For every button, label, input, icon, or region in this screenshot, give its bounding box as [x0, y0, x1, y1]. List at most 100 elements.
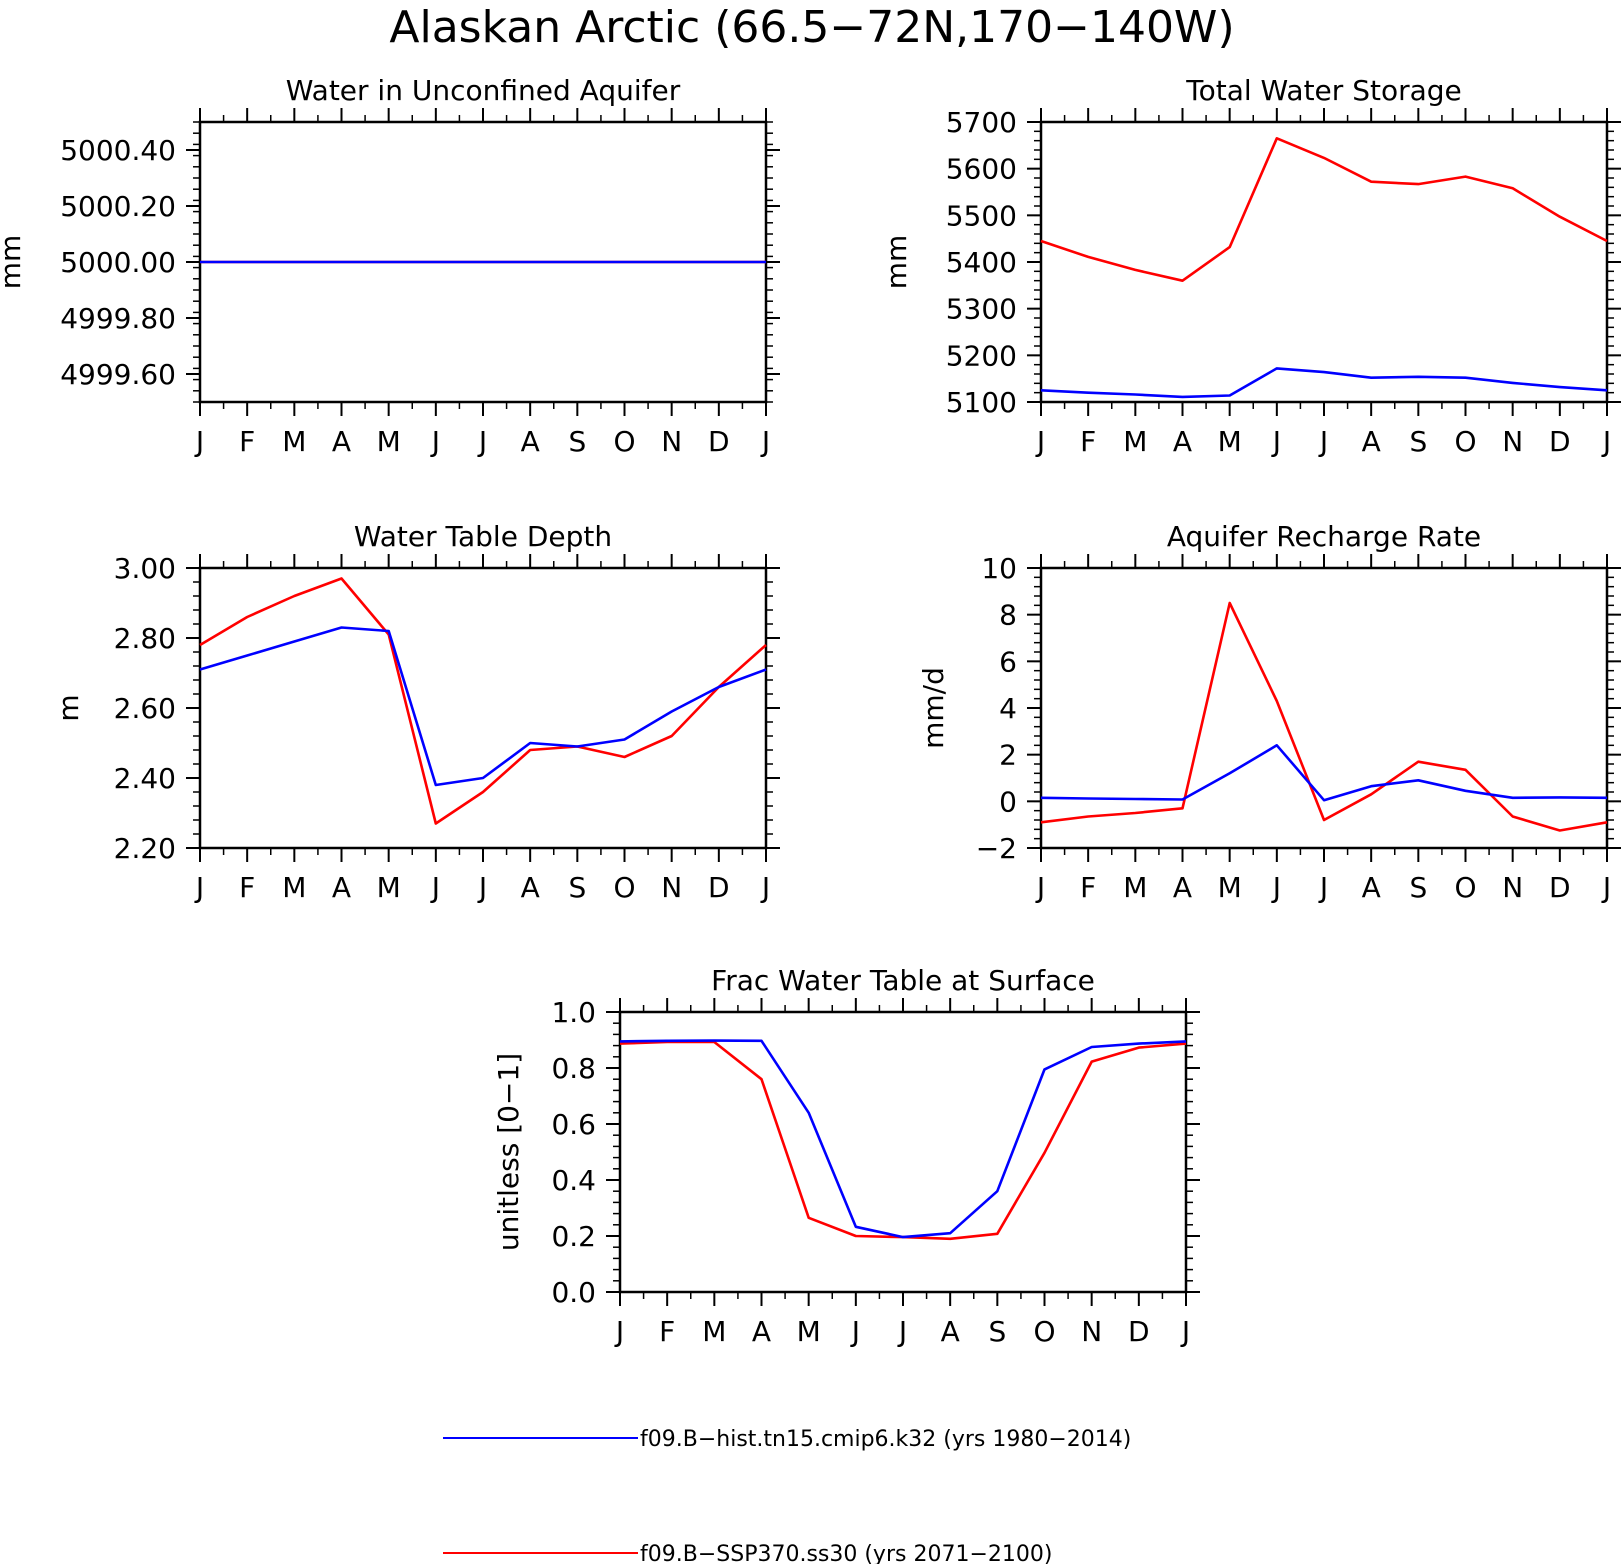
x-tick-label: J: [614, 1315, 624, 1348]
plot-frame: [1039, 120, 1609, 404]
panel-title: Aquifer Recharge Rate: [1167, 520, 1481, 553]
x-tick-label: O: [1454, 425, 1476, 458]
x-tick-label: F: [1080, 425, 1096, 458]
x-tick-label: J: [760, 425, 770, 458]
y-axis-label: mm: [880, 235, 913, 290]
x-tick-label: S: [568, 425, 586, 458]
x-tick-label: N: [1502, 871, 1523, 904]
y-tick-label: 0.0: [551, 1276, 596, 1309]
y-tick-label: 3.00: [114, 552, 176, 585]
x-tick-label: O: [1454, 871, 1476, 904]
legend-label-ssp: f09.B−SSP370.ss30 (yrs 2071−2100): [640, 1542, 1052, 1564]
y-tick-label: 5000.40: [60, 134, 176, 167]
x-tick-label: N: [661, 425, 682, 458]
x-tick-label: J: [1601, 871, 1611, 904]
y-tick-label: 2: [999, 739, 1017, 772]
y-tick-label: 4999.80: [60, 302, 176, 335]
x-tick-label: A: [521, 871, 540, 904]
y-tick-label: 5300: [946, 293, 1017, 326]
y-tick-label: 5500: [946, 199, 1017, 232]
x-tick-label: M: [282, 871, 306, 904]
series-line-1: [1040, 137, 1608, 283]
legend-label-hist: f09.B−hist.tn15.cmip6.k32 (yrs 1980−2014…: [640, 1427, 1131, 1452]
x-tick-label: F: [239, 871, 255, 904]
x-tick-label: J: [1035, 871, 1045, 904]
panel-title: Water Table Depth: [354, 520, 612, 553]
x-tick-label: D: [1549, 425, 1571, 458]
x-tick-label: N: [661, 871, 682, 904]
x-tick-label: J: [194, 871, 204, 904]
x-tick-label: J: [760, 871, 770, 904]
y-axis-label: m: [52, 694, 85, 721]
y-tick-label: 8: [999, 599, 1017, 632]
panel-title: Frac Water Table at Surface: [711, 964, 1095, 997]
y-tick-label: 2.80: [114, 622, 176, 655]
x-tick-label: J: [1601, 425, 1611, 458]
y-tick-label: 2.40: [114, 762, 176, 795]
x-tick-label: J: [850, 1315, 860, 1348]
x-tick-label: J: [897, 1315, 907, 1348]
y-tick-label: 0.8: [551, 1052, 596, 1085]
y-tick-label: 5400: [946, 246, 1017, 279]
x-tick-label: J: [1271, 871, 1281, 904]
panel-title: Water in Unconfined Aquifer: [286, 74, 681, 107]
x-tick-label: N: [1502, 425, 1523, 458]
y-tick-label: 0.6: [551, 1108, 596, 1141]
series-line-2: [619, 1039, 1187, 1239]
y-axis-label: mm/d: [917, 667, 950, 749]
x-tick-label: F: [1080, 871, 1096, 904]
x-tick-label: F: [239, 425, 255, 458]
series-line-1: [199, 577, 767, 825]
plot-frame: [1039, 566, 1609, 850]
series-line-2: [1040, 743, 1608, 802]
x-tick-label: J: [430, 871, 440, 904]
x-tick-label: A: [941, 1315, 960, 1348]
y-tick-label: 6: [999, 645, 1017, 678]
x-tick-label: A: [332, 871, 351, 904]
series-line-2: [199, 626, 767, 787]
x-tick-label: D: [1549, 871, 1571, 904]
x-tick-label: S: [568, 871, 586, 904]
x-tick-label: A: [1362, 425, 1381, 458]
y-tick-label: 1.0: [551, 996, 596, 1029]
x-tick-label: J: [194, 425, 204, 458]
x-tick-label: J: [1318, 425, 1328, 458]
x-tick-label: J: [1180, 1315, 1190, 1348]
y-tick-label: 5000.00: [60, 246, 176, 279]
x-tick-label: O: [613, 871, 635, 904]
x-tick-label: J: [1271, 425, 1281, 458]
x-tick-label: A: [332, 425, 351, 458]
y-tick-label: 5700: [946, 106, 1017, 139]
x-tick-label: A: [1173, 871, 1192, 904]
x-tick-label: M: [1123, 425, 1147, 458]
x-tick-label: S: [1409, 425, 1427, 458]
x-tick-label: M: [797, 1315, 821, 1348]
y-tick-label: 2.60: [114, 692, 176, 725]
y-tick-label: 10: [981, 552, 1017, 585]
x-tick-label: M: [702, 1315, 726, 1348]
series-line-1: [619, 1040, 1187, 1241]
x-tick-label: A: [1173, 425, 1192, 458]
x-tick-label: M: [282, 425, 306, 458]
plot-frame: [618, 1010, 1188, 1294]
x-tick-label: F: [659, 1315, 675, 1348]
x-tick-label: J: [1035, 425, 1045, 458]
x-tick-label: M: [1218, 425, 1242, 458]
x-tick-label: S: [988, 1315, 1006, 1348]
x-tick-label: A: [1362, 871, 1381, 904]
legend: f09.B−hist.tn15.cmip6.k32 (yrs 1980−2014…: [443, 1427, 1131, 1564]
x-tick-label: M: [377, 871, 401, 904]
x-tick-label: A: [521, 425, 540, 458]
x-tick-label: S: [1409, 871, 1427, 904]
x-tick-label: D: [708, 425, 730, 458]
y-tick-label: 5000.20: [60, 190, 176, 223]
y-tick-label: 4: [999, 692, 1017, 725]
x-tick-label: J: [430, 425, 440, 458]
x-tick-label: M: [1123, 871, 1147, 904]
series-line-2: [1040, 367, 1608, 399]
